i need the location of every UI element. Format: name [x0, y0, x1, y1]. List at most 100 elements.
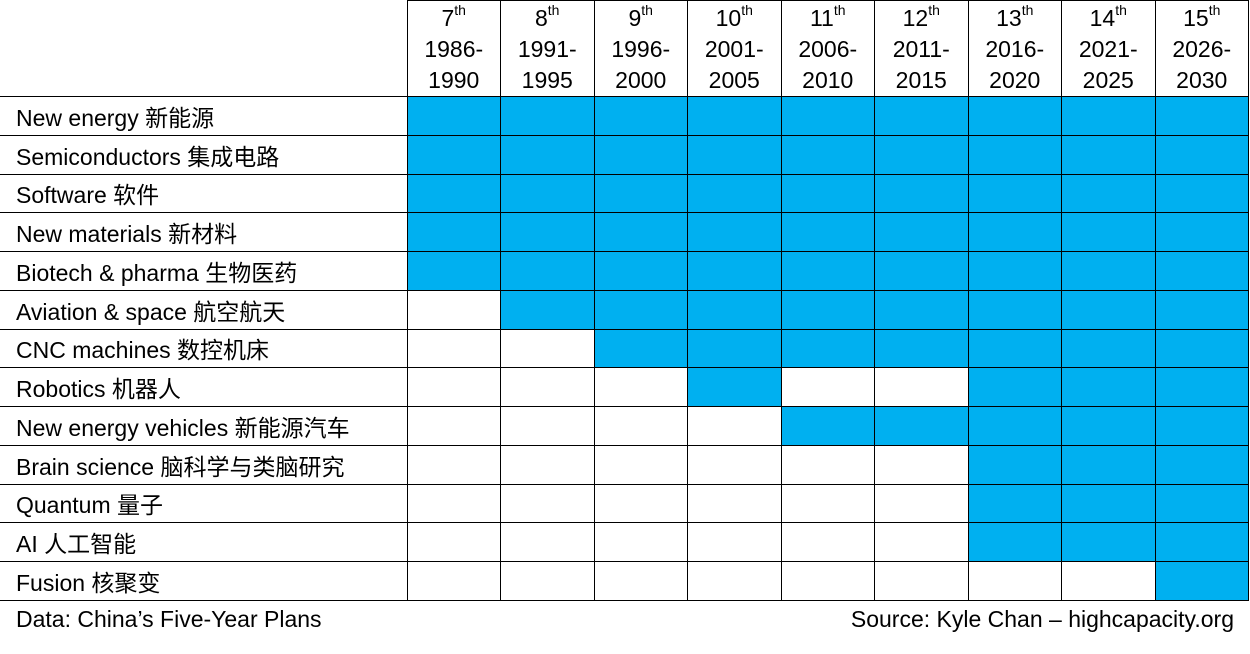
plan-cell-included	[1154, 444, 1249, 485]
plan-years-end: 1990	[428, 67, 480, 93]
plan-cell-included	[780, 173, 875, 214]
plan-header: 14th 2021- 2025	[1061, 0, 1156, 97]
plan-cell-empty	[500, 561, 595, 601]
plan-cell-included	[687, 328, 782, 369]
plan-cell-included	[1061, 212, 1156, 252]
table-row: CNC machines 数控机床	[0, 328, 1249, 369]
technology-label: New materials 新材料	[0, 212, 408, 252]
plan-cell-included	[593, 212, 688, 252]
table-row: Quantum 量子	[0, 483, 1249, 524]
plan-cell-empty	[967, 561, 1062, 601]
plan-cell-included	[593, 251, 688, 291]
plan-cell-empty	[687, 406, 782, 446]
plan-number: 13	[996, 5, 1022, 31]
plan-cell-empty	[780, 561, 875, 601]
plan-header: 10th 2001- 2005	[687, 0, 782, 97]
plan-cell-included	[1061, 328, 1156, 369]
plan-cell-included	[687, 367, 782, 407]
plan-cell-included	[967, 483, 1062, 524]
plan-cell-included	[406, 212, 501, 252]
plan-cell-empty	[593, 444, 688, 485]
plan-cell-empty	[874, 367, 969, 407]
plan-cell-included	[780, 328, 875, 369]
plan-ordinal-suffix: th	[928, 2, 940, 19]
plan-cell-empty	[593, 483, 688, 524]
plan-years-start: 1986-	[424, 36, 484, 62]
plan-cell-empty	[687, 444, 782, 485]
plan-cell-included	[500, 96, 595, 136]
plan-header: 9th 1996- 2000	[593, 0, 688, 97]
plan-header: 12th 2011- 2015	[874, 0, 969, 97]
plan-cell-included	[593, 173, 688, 214]
plan-cell-included	[967, 251, 1062, 291]
table-row: Semiconductors 集成电路	[0, 134, 1249, 175]
plan-cell-empty	[406, 406, 501, 446]
plan-header: 13th 2016- 2020	[967, 0, 1062, 97]
plan-years-end: 2010	[802, 67, 854, 93]
plan-cell-included	[874, 173, 969, 214]
plan-number: 15	[1183, 5, 1209, 31]
plan-cell-empty	[1061, 561, 1156, 601]
plan-cell-included	[406, 96, 501, 136]
plan-header: 11th 2006- 2010	[780, 0, 875, 97]
plan-years-start: 2026-	[1172, 36, 1232, 62]
source-note: Source: Kyle Chan – highcapacity.org	[850, 606, 1234, 632]
plan-cell-included	[406, 134, 501, 175]
plan-cell-empty	[780, 444, 875, 485]
plan-number: 8	[535, 5, 548, 31]
plan-cell-included	[500, 289, 595, 330]
plan-number: 11	[809, 5, 834, 31]
five-year-plan-table: 7th 1986- 1990 8th 1991- 1995 9th 1996- 2000 10th…	[0, 0, 1249, 601]
plan-cell-included	[687, 96, 782, 136]
plan-cell-empty	[593, 406, 688, 446]
plan-cell-included	[1154, 406, 1249, 446]
plan-cell-included	[1061, 96, 1156, 136]
technology-label: CNC machines 数控机床	[0, 328, 408, 369]
plan-ordinal-suffix: th	[454, 2, 466, 19]
plan-cell-included	[967, 406, 1062, 446]
plan-cell-included	[1061, 173, 1156, 214]
plan-cell-empty	[780, 522, 875, 562]
plan-ordinal-suffix: th	[1115, 2, 1127, 19]
table-row: New materials 新材料	[0, 212, 1249, 252]
plan-years-start: 2001-	[704, 36, 764, 62]
plan-cell-included	[1061, 134, 1156, 175]
plan-ordinal-suffix: th	[1208, 2, 1221, 19]
plan-ordinal-suffix: th	[833, 2, 846, 19]
plan-cell-included	[967, 212, 1062, 252]
plan-cell-included	[1154, 134, 1249, 175]
plan-ordinal-suffix: th	[547, 2, 560, 19]
plan-cell-empty	[687, 522, 782, 562]
plan-number: 12	[902, 5, 929, 31]
plan-cell-included	[874, 96, 969, 136]
plan-number: 10	[715, 5, 742, 31]
plan-cell-empty	[406, 367, 501, 407]
plan-cell-included	[967, 444, 1062, 485]
plan-cell-included	[967, 134, 1062, 175]
plan-cell-included	[593, 289, 688, 330]
plan-ordinal-suffix: th	[641, 2, 653, 19]
plan-cell-empty	[406, 289, 501, 330]
plan-cell-included	[1154, 251, 1249, 291]
plan-cell-included	[687, 134, 782, 175]
plan-cell-included	[687, 251, 782, 291]
plan-cell-included	[1061, 289, 1156, 330]
plan-cell-included	[780, 251, 875, 291]
table-row: New energy vehicles 新能源汽车	[0, 406, 1249, 446]
table-row: Software 软件	[0, 173, 1249, 214]
data-note: Data: China’s Five-Year Plans	[16, 606, 322, 632]
plan-header: 7th 1986- 1990	[406, 0, 501, 97]
plan-number: 7	[441, 5, 455, 31]
table-row: AI 人工智能	[0, 522, 1249, 562]
plan-cell-included	[967, 328, 1062, 369]
plan-cell-included	[1061, 522, 1156, 562]
technology-label: New energy 新能源	[0, 96, 408, 136]
plan-cell-empty	[406, 522, 501, 562]
plan-cell-included	[500, 251, 595, 291]
plan-cell-empty	[500, 406, 595, 446]
plan-cell-empty	[593, 561, 688, 601]
header-row: 7th 1986- 1990 8th 1991- 1995 9th 1996- 2000 10th…	[0, 0, 1249, 97]
plan-cell-included	[780, 96, 875, 136]
plan-cell-included	[1154, 96, 1249, 136]
technology-label: Biotech & pharma 生物医药	[0, 251, 408, 291]
